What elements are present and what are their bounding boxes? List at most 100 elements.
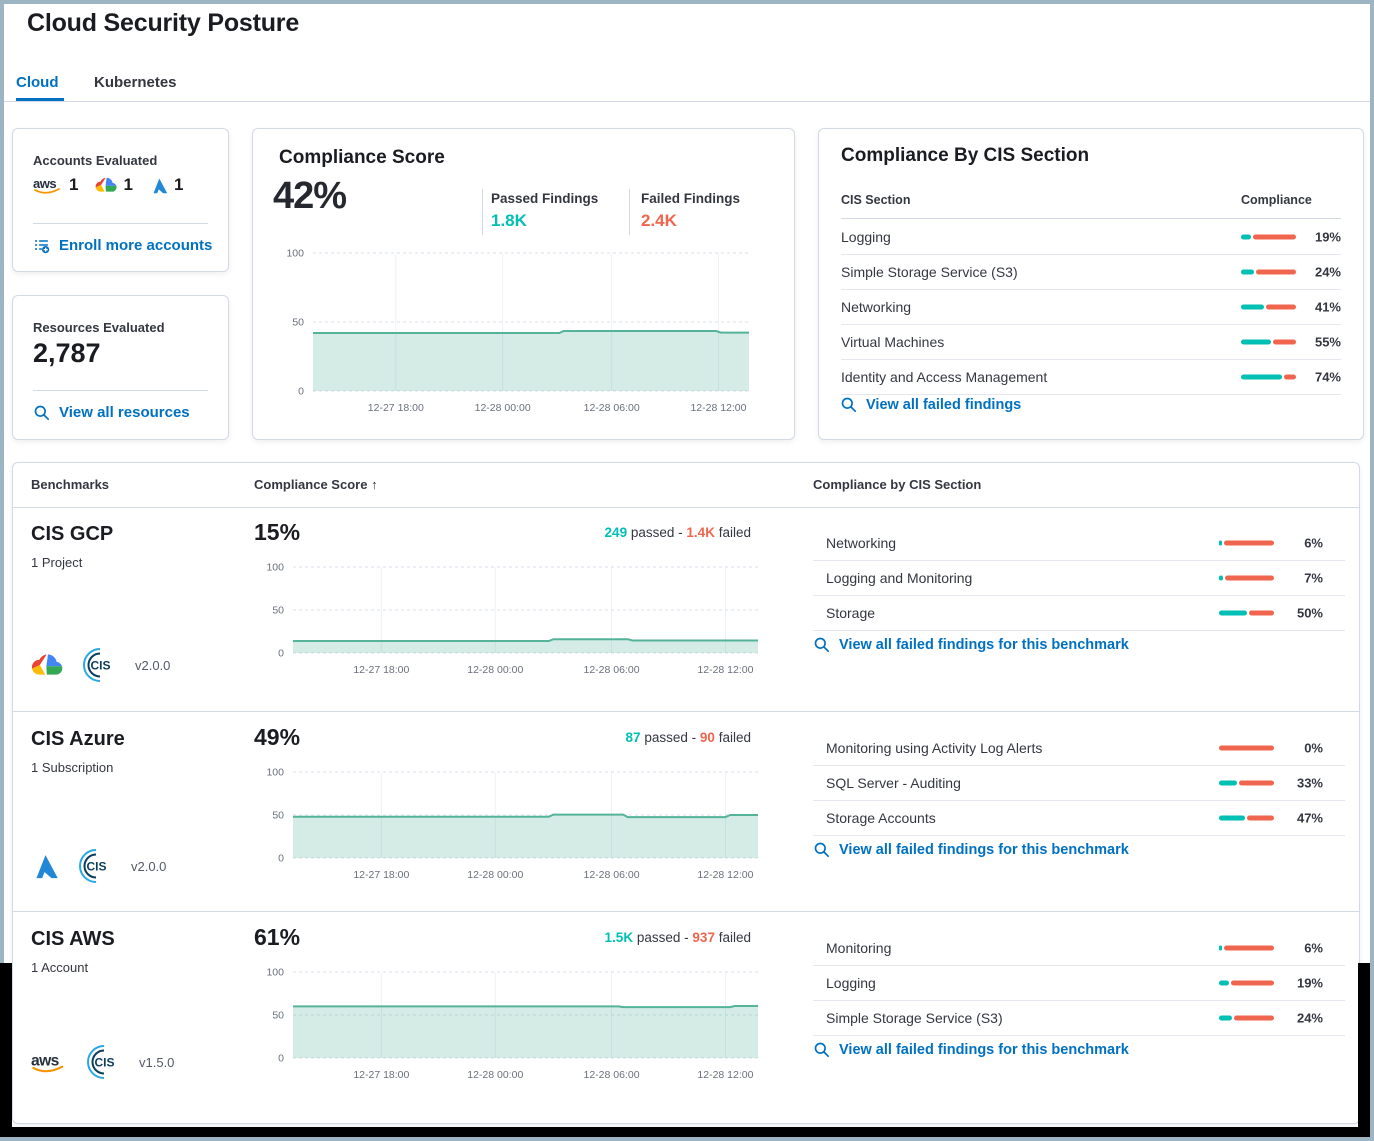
benchmark-cis-sections: Monitoring 6% Logging 19% Simple Storage… (813, 912, 1345, 1124)
benchmark-score: 61% (254, 924, 301, 950)
table-row: Simple Storage Service (S3) 24% (813, 1000, 1345, 1036)
svg-text:0: 0 (298, 386, 304, 398)
cis-logo-icon: CIS (79, 849, 107, 883)
cis-section-name: Monitoring using Activity Log Alerts (826, 739, 1043, 756)
cis-section-name: Storage (826, 604, 876, 621)
compliance-percent: 41% (1314, 299, 1341, 314)
compliance-percent: 55% (1314, 334, 1341, 349)
compliance-score-card: Compliance Score 42% Passed Findings 1.8… (252, 128, 795, 440)
window-frame-top (0, 0, 1374, 4)
cis-section-name: Logging and Monitoring (826, 569, 973, 586)
table-row: Logging 19% (813, 965, 1345, 1001)
svg-text:12-27 18:00: 12-27 18:00 (353, 1069, 409, 1081)
resources-evaluated-card: Resources Evaluated 2,787 View all resou… (12, 295, 229, 440)
view-all-failed-findings-link[interactable]: View all failed findings (841, 397, 1021, 413)
accounts-evaluated-card: Accounts Evaluated aws 1 (12, 128, 229, 272)
benchmark-name: CIS Azure (31, 728, 125, 750)
table-row: Logging 19% (841, 219, 1341, 255)
compliance-bar (1219, 540, 1274, 545)
benchmark-version: v1.5.0 (139, 1054, 175, 1070)
accounts-provider-counts: aws 1 1 (33, 175, 183, 195)
tab-cloud[interactable]: Cloud (16, 74, 59, 91)
svg-text:50: 50 (272, 605, 284, 617)
svg-text:aws: aws (31, 1052, 60, 1069)
benchmark-row-cis-aws: CIS AWS 1 Account aws CIS v1.5.0 61% 1.5… (13, 911, 1359, 1124)
compliance-by-cis-section-column-header: Compliance by CIS Section (813, 477, 982, 492)
azure-account-count: 1 (150, 175, 183, 195)
view-failed-findings-benchmark-link[interactable]: View all failed findings for this benchm… (814, 1042, 1129, 1058)
compliance-bar (1219, 980, 1274, 985)
search-icon (841, 397, 857, 413)
svg-text:CIS: CIS (95, 1056, 115, 1070)
cis-section-name: Logging (841, 228, 891, 245)
svg-text:100: 100 (266, 767, 284, 779)
search-icon (814, 1042, 830, 1058)
benchmark-score: 15% (254, 519, 301, 545)
view-failed-findings-benchmark-link[interactable]: View all failed findings for this benchm… (814, 637, 1129, 653)
compliance-percent: 6% (1304, 940, 1323, 955)
list-add-icon (35, 239, 50, 253)
benchmark-cis-sections: Networking 6% Logging and Monitoring 7% … (813, 507, 1345, 711)
compliance-score-title: Compliance Score (279, 147, 445, 168)
compliance-bar (1241, 269, 1296, 274)
svg-text:12-28 06:00: 12-28 06:00 (583, 664, 639, 676)
benchmark-row-cis-azure: CIS Azure 1 Subscription CIS v2.0.0 49% … (13, 711, 1359, 912)
svg-text:12-28 06:00: 12-28 06:00 (584, 402, 640, 414)
compliance-column-header: Compliance (1241, 193, 1312, 207)
svg-text:12-27 18:00: 12-27 18:00 (353, 664, 409, 676)
svg-text:50: 50 (272, 810, 284, 822)
benchmark-score: 49% (254, 724, 301, 750)
tab-kubernetes[interactable]: Kubernetes (94, 74, 177, 91)
tab-cloud-active-underline (16, 98, 64, 101)
table-row: Virtual Machines 55% (841, 324, 1341, 360)
view-all-resources-link[interactable]: View all resources (34, 404, 190, 421)
compliance-score-trend-chart: 12-27 18:00 12-28 00:00 12-28 06:00 12-28 1… (286, 248, 749, 414)
cis-section-name: Networking (826, 534, 897, 551)
enroll-more-accounts-link[interactable]: Enroll more accounts (34, 237, 212, 254)
benchmark-logos: CIS v2.0.0 (31, 645, 170, 685)
compliance-percent: 50% (1296, 605, 1323, 620)
cis-section-name: Monitoring (826, 939, 892, 956)
cis-section-name: Virtual Machines (841, 333, 945, 350)
compliance-percent: 24% (1314, 264, 1341, 279)
benchmark-version: v2.0.0 (135, 657, 171, 673)
svg-text:12-28 00:00: 12-28 00:00 (467, 664, 523, 676)
cis-section-name: SQL Server - Auditing (826, 774, 961, 791)
passed-failed-summary: 87 passed - 90 failed (625, 730, 751, 745)
cis-section-name: Simple Storage Service (S3) (826, 1009, 1003, 1026)
svg-text:12-28 00:00: 12-28 00:00 (467, 1069, 523, 1081)
cis-section-name: Networking (841, 298, 912, 315)
compliance-bar (1219, 1015, 1274, 1020)
svg-text:0: 0 (278, 1053, 284, 1065)
table-row: Networking 6% (813, 525, 1345, 561)
compliance-bar (1241, 339, 1296, 344)
compliance-bar (1241, 304, 1296, 309)
compliance-percent: 74% (1314, 369, 1341, 384)
benchmark-trend-chart: 12-27 18:00 12-28 00:00 12-28 06:00 12-28 1… (266, 967, 758, 1081)
svg-text:100: 100 (266, 562, 284, 574)
table-row: Storage Accounts 47% (813, 800, 1345, 836)
compliance-bar (1219, 610, 1274, 615)
cis-section-name: Simple Storage Service (S3) (841, 263, 1018, 280)
cis-section-name: Storage Accounts (826, 809, 936, 826)
view-failed-findings-benchmark-link[interactable]: View all failed findings for this benchm… (814, 842, 1129, 858)
stat-divider (482, 189, 483, 235)
benchmark-scope: 1 Account (31, 960, 89, 975)
table-row: Monitoring using Activity Log Alerts 0% (813, 730, 1345, 766)
svg-text:12-28 12:00: 12-28 12:00 (690, 402, 746, 414)
svg-text:0: 0 (278, 648, 284, 660)
benchmark-name: CIS GCP (31, 523, 114, 545)
table-row: Simple Storage Service (S3) 24% (841, 254, 1341, 290)
window-frame-bottom (0, 1137, 1374, 1141)
compliance-bar (1219, 815, 1274, 820)
svg-text:12-28 12:00: 12-28 12:00 (697, 664, 753, 676)
compliance-score-column-header[interactable]: Compliance Score ↑ (254, 477, 378, 492)
svg-text:12-28 12:00: 12-28 12:00 (697, 869, 753, 881)
search-icon (34, 405, 50, 420)
compliance-percent: 0% (1304, 740, 1323, 755)
azure-icon (153, 178, 168, 193)
passed-findings-value: 1.8K (491, 211, 527, 230)
resources-evaluated-title: Resources Evaluated (33, 320, 165, 335)
cis-section-column-header: CIS Section (841, 193, 911, 207)
